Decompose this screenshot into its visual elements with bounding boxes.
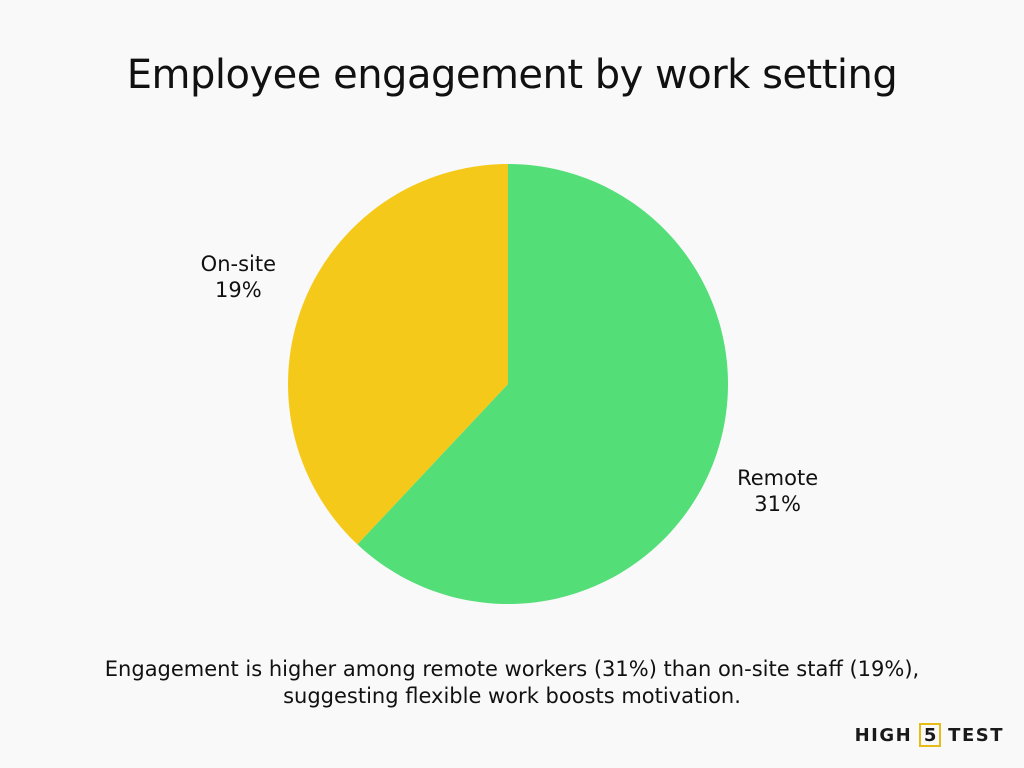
slice-label-value: 31% — [754, 491, 801, 516]
pie-slice-on-site — [288, 164, 508, 545]
brand-five-box: 5 — [919, 723, 942, 747]
slice-label-name: Remote — [737, 465, 819, 490]
caption-line-1: Engagement is higher among remote worker… — [104, 657, 920, 681]
slice-label-name: On-site — [200, 252, 277, 277]
chart-caption: Engagement is higher among remote worker… — [0, 656, 1024, 710]
slice-label-on-site: On-site 19% — [201, 251, 276, 303]
brand-logo: HIGH 5 TEST — [855, 722, 1004, 748]
chart-title: Employee engagement by work setting — [126, 52, 898, 98]
brand-text-left: HIGH — [854, 724, 913, 746]
slice-label-value: 19% — [215, 278, 262, 303]
caption-line-2: suggesting flexible work boosts motivati… — [283, 684, 741, 708]
brand-text-right: TEST — [948, 724, 1004, 746]
slice-label-remote: Remote 31% — [737, 465, 818, 517]
pie-slice-remote — [357, 164, 728, 604]
